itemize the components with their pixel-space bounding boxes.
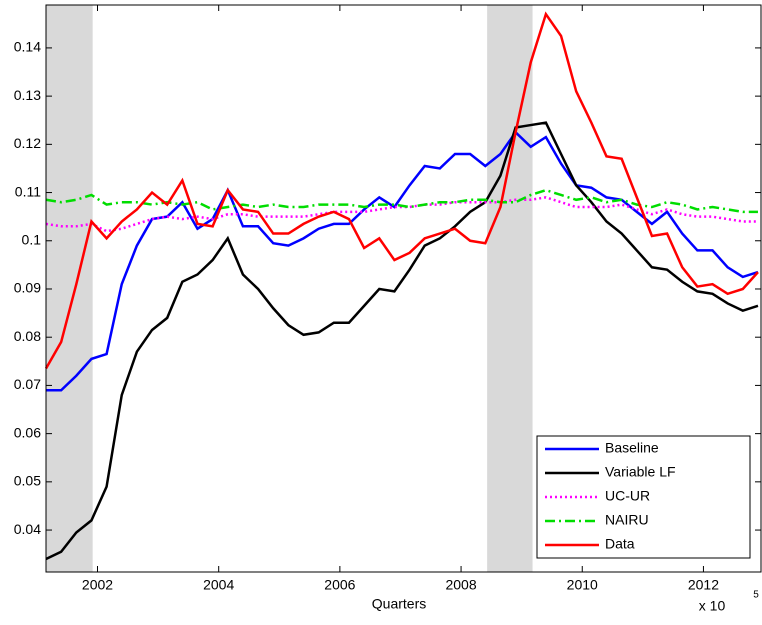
x-tick-label: 2004 [203, 577, 234, 593]
y-tick-label: 0.06 [14, 424, 41, 440]
y-tick-label: 0.11 [15, 183, 41, 199]
legend-box [536, 435, 751, 559]
x-tick-label: 2012 [688, 577, 719, 593]
y-tick-label: 0.14 [14, 39, 41, 55]
y-tick-label: 0.04 [14, 521, 41, 537]
x-multiplier: x 10 [699, 598, 726, 614]
legend-label: UC-UR [605, 488, 650, 504]
series-line [45, 196, 758, 233]
y-tick-label: 0.13 [14, 87, 41, 103]
legend-label: Baseline [605, 440, 659, 456]
recession-shade [46, 5, 93, 572]
legend-label: Variable LF [605, 464, 676, 480]
legend-label: Data [605, 536, 635, 552]
x-axis-label: Quarters [372, 596, 426, 612]
y-tick-label: 0.05 [14, 473, 41, 489]
legend-label: NAIRU [605, 512, 649, 528]
legend: Baseline Variable LF UC-UR NAIRU Data [536, 435, 751, 559]
y-tick-label: 0.12 [14, 135, 41, 151]
x-tick-label: 2002 [82, 577, 113, 593]
axes-box [45, 4, 762, 573]
x-tick-label: 2010 [567, 577, 598, 593]
series-line [46, 130, 759, 392]
y-tick-label: 0.08 [14, 328, 41, 344]
y-tick-label: 0.09 [14, 280, 41, 296]
x-multiplier-exponent: 5 [753, 590, 759, 601]
series-line [44, 11, 759, 370]
recession-shade [487, 5, 533, 572]
plot-area: 0.04 0.05 0.06 0.07 0.08 0.09 0.1 0.11 0.12 0.13 0… [14, 4, 762, 593]
series-line [45, 121, 759, 561]
x-tick-label: 2006 [324, 577, 355, 593]
x-tick-label: 2008 [445, 577, 476, 593]
y-tick-label: 0.1 [22, 231, 42, 247]
y-tick-label: 0.07 [14, 376, 41, 392]
